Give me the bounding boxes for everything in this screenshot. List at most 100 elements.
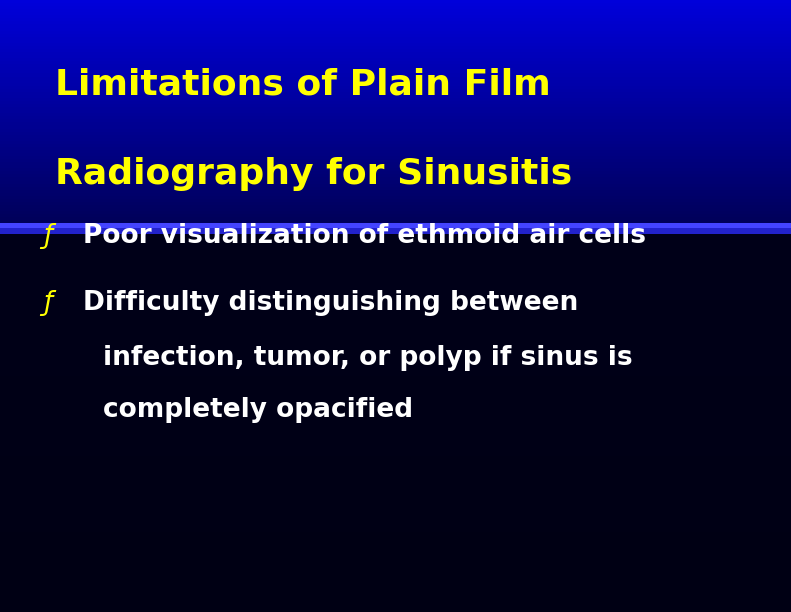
Bar [0, 248, 791, 251]
Bar [0, 575, 791, 578]
Bar [0, 278, 791, 282]
Bar [0, 334, 791, 337]
Bar [0, 581, 791, 584]
Bar [0, 18, 791, 21]
Bar [0, 438, 791, 441]
Bar [0, 31, 791, 34]
Bar [0, 119, 791, 122]
Bar [0, 86, 791, 89]
Bar [0, 76, 791, 80]
Bar [0, 269, 791, 272]
Bar [0, 260, 791, 263]
Bar [0, 459, 791, 462]
Bar [0, 196, 791, 199]
Bar [0, 98, 791, 101]
Bar [0, 441, 791, 444]
Bar [0, 480, 791, 483]
Bar [0, 416, 791, 419]
Bar [0, 606, 791, 609]
Bar [0, 113, 791, 116]
Bar [0, 141, 791, 144]
Bar [0, 144, 791, 147]
Bar [0, 190, 791, 193]
Bar [0, 306, 791, 309]
Bar [0, 110, 791, 113]
Bar [0, 236, 791, 239]
Bar [0, 147, 791, 150]
Bar [0, 398, 791, 401]
Bar [0, 168, 791, 171]
Bar [0, 43, 791, 46]
Bar [0, 465, 791, 468]
Bar [0, 597, 791, 600]
Bar [0, 340, 791, 343]
Bar [0, 125, 791, 129]
Bar [0, 413, 791, 416]
Text: infection, tumor, or polyp if sinus is: infection, tumor, or polyp if sinus is [103, 345, 633, 371]
Bar [0, 318, 791, 321]
Bar [0, 223, 791, 234]
Bar [0, 187, 791, 190]
Bar [0, 382, 791, 386]
Bar [0, 132, 791, 135]
Bar [0, 392, 791, 395]
Bar [0, 563, 791, 566]
Bar [0, 138, 791, 141]
Bar [0, 545, 791, 548]
Bar [0, 588, 791, 591]
Bar [0, 107, 791, 110]
Bar [0, 367, 791, 370]
Bar [0, 122, 791, 125]
Bar [0, 532, 791, 536]
Bar [0, 435, 791, 438]
Bar [0, 358, 791, 361]
Bar [0, 171, 791, 174]
Bar [0, 453, 791, 456]
Bar [0, 428, 791, 431]
Bar [0, 3, 791, 6]
Bar [0, 9, 791, 12]
Bar [0, 514, 791, 517]
Bar [0, 511, 791, 514]
Bar [0, 343, 791, 346]
Bar [0, 364, 791, 367]
Bar [0, 529, 791, 532]
Bar [0, 330, 791, 334]
Bar [0, 407, 791, 410]
Bar [0, 55, 791, 58]
Text: Limitations of Plain Film: Limitations of Plain Film [55, 68, 551, 102]
Text: Difficulty distinguishing between: Difficulty distinguishing between [83, 290, 578, 316]
Bar [0, 490, 791, 493]
Bar [0, 483, 791, 487]
Bar [0, 355, 791, 358]
Bar [0, 520, 791, 523]
Bar [0, 242, 791, 245]
Bar [0, 153, 791, 156]
Bar [0, 594, 791, 597]
Bar [0, 539, 791, 542]
Bar [0, 202, 791, 205]
Bar [0, 376, 791, 379]
Bar [0, 92, 791, 95]
Bar [0, 370, 791, 373]
Bar [0, 135, 791, 138]
Bar [0, 73, 791, 76]
Bar [0, 477, 791, 480]
Bar [0, 67, 791, 70]
Bar [0, 193, 791, 196]
Bar [0, 220, 791, 223]
Bar [0, 346, 791, 349]
Bar [0, 12, 791, 15]
Bar [0, 34, 791, 37]
Bar [0, 502, 791, 505]
Bar [0, 419, 791, 422]
Bar [0, 0, 791, 3]
Bar [0, 266, 791, 269]
Bar [0, 395, 791, 398]
Bar [0, 129, 791, 132]
Bar [0, 303, 791, 306]
Bar [0, 217, 791, 220]
Bar [0, 205, 791, 208]
Bar [0, 95, 791, 98]
Bar [0, 288, 791, 291]
